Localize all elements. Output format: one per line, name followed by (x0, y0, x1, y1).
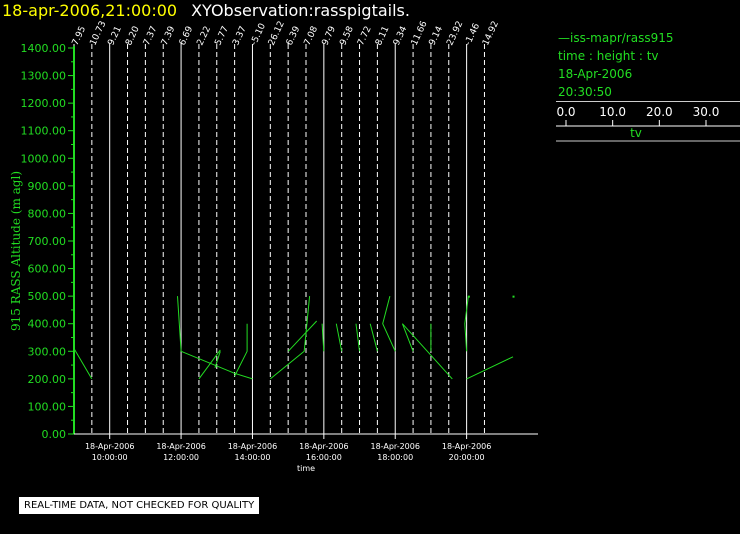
profile-line (234, 323, 248, 377)
legend-scale-label: tv (630, 126, 642, 140)
y-tick-label: 300.00 (28, 345, 67, 358)
profile-line (335, 323, 343, 352)
profile-line (401, 323, 453, 380)
legend-scale-tick-label: 30.0 (693, 105, 720, 119)
profile-value-label: 7.39 (160, 25, 178, 48)
profile-value-label: 8.20 (124, 25, 142, 48)
profile-value-label: 9.58 (338, 25, 356, 48)
profile-line (369, 323, 378, 352)
profile-value-label: 6.69 (178, 25, 196, 48)
x-tick-time: 18:00:00 (377, 453, 413, 462)
profile-value-label: 8.11 (374, 25, 392, 47)
legend-scale-tick-label: 20.0 (646, 105, 673, 119)
profile-value-label: -5.10 (249, 22, 268, 48)
quality-notice: REAL-TIME DATA, NOT CHECKED FOR QUALITY (19, 497, 260, 514)
y-tick-label: 0.00 (42, 428, 67, 441)
profile-value-label: 9.34 (392, 25, 410, 48)
profile-line (287, 320, 318, 352)
profile-line (214, 351, 221, 368)
profile-value-label: 7.72 (356, 25, 374, 47)
legend-date: 18-Apr-2006 (558, 67, 633, 81)
profile-value-label: 9.21 (106, 25, 124, 47)
y-tick-label: 400.00 (28, 318, 67, 331)
y-tick-label: 1300.00 (21, 70, 67, 83)
profile-value-label: 9.79 (321, 25, 339, 48)
profile-line (466, 356, 514, 380)
legend-series: —iss-mapr/rass915 (558, 31, 674, 45)
x-tick-date: 18-Apr-2006 (156, 442, 205, 451)
x-tick-time: 20:00:00 (449, 453, 485, 462)
profile-line (382, 295, 396, 352)
legend-axes: time : height : tv (558, 49, 659, 63)
profile-point (467, 295, 470, 298)
x-tick-date: 18-Apr-2006 (228, 442, 277, 451)
x-tick-date: 18-Apr-2006 (299, 442, 348, 451)
profile-value-label: -1.46 (463, 22, 482, 48)
x-tick-time: 16:00:00 (306, 453, 342, 462)
profile-value-label: 9.14 (428, 25, 446, 48)
title-datetime: 18-apr-2006,21:00:00 (2, 1, 178, 20)
x-tick-date: 18-Apr-2006 (85, 442, 134, 451)
profile-value-label: 14.92 (481, 20, 501, 48)
profile-line (73, 348, 93, 380)
profile-line (269, 296, 311, 380)
x-tick-date: 18-Apr-2006 (370, 442, 419, 451)
profile-line (355, 323, 360, 352)
profile-value-label: 7.95 (71, 25, 89, 47)
profile-line (321, 323, 325, 352)
profile-value-label: 3.37 (231, 25, 249, 47)
profile-point (512, 295, 515, 298)
y-tick-label: 1000.00 (21, 152, 67, 165)
legend-scale-tick-label: 10.0 (599, 105, 626, 119)
legend-scale: 0.0 10.0 20.0 30.0 tv (556, 105, 740, 142)
y-tick-label: 500.00 (28, 290, 67, 303)
chart-title: 18-apr-2006,21:00:00 XYObservation:rasspi… (2, 1, 410, 20)
profile-value-label: 7.37 (142, 25, 160, 47)
x-tick-date: 18-Apr-2006 (442, 442, 491, 451)
y-tick-label: 700.00 (28, 235, 67, 248)
profile-line (177, 296, 253, 380)
y-tick-label: 1200.00 (21, 97, 67, 110)
profile-line (198, 349, 221, 380)
profile-value-label: 6.39 (285, 25, 303, 48)
legend-time: 20:30:50 (558, 85, 612, 99)
profile-value-label: 2.22 (196, 25, 214, 47)
legend-scale-tick-label: 0.0 (556, 105, 575, 119)
y-tick-label: 900.00 (28, 180, 67, 193)
y-tick-label: 600.00 (28, 263, 67, 276)
profile-value-label: 7.08 (303, 25, 321, 48)
y-tick-label: 1100.00 (21, 125, 67, 138)
y-tick-label: 1400.00 (21, 42, 67, 55)
profile-value-label: 5.77 (213, 25, 231, 47)
y-tick-label: 800.00 (28, 207, 67, 220)
y-tick-label: 100.00 (28, 400, 67, 413)
legend-separator (556, 101, 740, 102)
y-tick-label: 200.00 (28, 373, 67, 386)
profile-line (464, 296, 469, 352)
x-axis-label: time (297, 464, 315, 473)
x-tick-time: 14:00:00 (234, 453, 270, 462)
x-tick-time: 10:00:00 (92, 453, 128, 462)
rass-chart: 7.95 10.739.21 8.20 7.37 7.39 6.69 2.22 5.77 3.3… (9, 19, 538, 473)
x-tick-time: 12:00:00 (163, 453, 199, 462)
legend: —iss-mapr/rass915 time : height : tv 18-… (556, 29, 740, 159)
title-observation: XYObservation:rasspigtails. (191, 1, 410, 20)
y-axis-label: 915 RASS Altitude (m agl) (9, 171, 23, 331)
legend-series-label: iss-mapr/rass915 (570, 31, 674, 45)
